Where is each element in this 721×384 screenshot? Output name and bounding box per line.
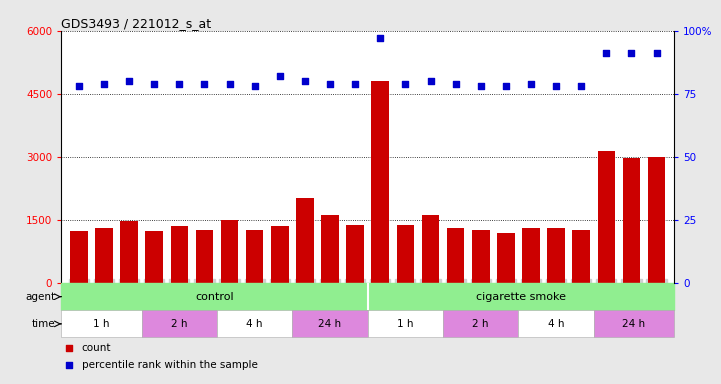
Point xyxy=(475,83,487,89)
Point xyxy=(550,83,562,89)
Bar xyxy=(598,151,615,283)
Text: 2 h: 2 h xyxy=(171,319,187,329)
Bar xyxy=(61,283,368,310)
Point xyxy=(174,81,185,87)
Text: agent: agent xyxy=(25,292,55,302)
Point xyxy=(73,83,84,89)
Point xyxy=(575,83,587,89)
Text: time: time xyxy=(32,319,55,329)
Bar xyxy=(322,215,339,283)
Bar xyxy=(346,225,364,283)
Bar xyxy=(171,226,188,283)
Text: 1 h: 1 h xyxy=(397,319,414,329)
Point xyxy=(399,81,411,87)
Text: 2 h: 2 h xyxy=(472,319,489,329)
Point xyxy=(224,81,235,87)
Bar xyxy=(572,230,590,283)
Bar xyxy=(296,198,314,283)
Bar xyxy=(292,310,368,338)
Point xyxy=(274,73,286,79)
Point xyxy=(434,255,446,261)
Bar xyxy=(61,310,141,338)
Text: count: count xyxy=(81,343,111,353)
Point xyxy=(199,81,211,87)
Text: 24 h: 24 h xyxy=(622,319,645,329)
Text: GDS3493 / 221012_s_at: GDS3493 / 221012_s_at xyxy=(61,17,211,30)
Bar xyxy=(594,310,674,338)
Text: 24 h: 24 h xyxy=(319,319,342,329)
Bar xyxy=(397,225,414,283)
Bar xyxy=(447,228,464,283)
Point xyxy=(626,50,637,56)
Bar xyxy=(195,230,213,283)
Point xyxy=(299,78,311,84)
Point xyxy=(149,81,160,87)
Point xyxy=(374,35,386,41)
Point xyxy=(450,81,461,87)
Text: percentile rank within the sample: percentile rank within the sample xyxy=(81,361,257,371)
Bar xyxy=(522,228,540,283)
Point xyxy=(324,81,336,87)
Bar xyxy=(221,220,239,283)
Point xyxy=(651,50,663,56)
Bar xyxy=(518,310,594,338)
Bar xyxy=(623,158,640,283)
Point xyxy=(434,100,446,106)
Bar xyxy=(368,310,443,338)
Point xyxy=(350,81,361,87)
Bar xyxy=(246,230,263,283)
Bar xyxy=(120,221,138,283)
Point xyxy=(249,83,260,89)
Point xyxy=(500,83,512,89)
Bar xyxy=(472,230,490,283)
Text: 1 h: 1 h xyxy=(93,319,110,329)
Point xyxy=(601,50,612,56)
Point xyxy=(123,78,135,84)
Bar xyxy=(443,310,518,338)
Text: control: control xyxy=(195,292,234,302)
Bar xyxy=(217,310,292,338)
Point xyxy=(98,81,110,87)
Bar xyxy=(547,228,565,283)
Bar xyxy=(497,233,515,283)
Text: 4 h: 4 h xyxy=(247,319,263,329)
Bar xyxy=(95,228,112,283)
Bar xyxy=(368,283,674,310)
Text: 4 h: 4 h xyxy=(548,319,565,329)
Point xyxy=(525,81,536,87)
Bar xyxy=(647,157,665,283)
Text: cigarette smoke: cigarette smoke xyxy=(476,292,566,302)
Bar xyxy=(371,81,389,283)
Bar xyxy=(141,310,217,338)
Bar xyxy=(271,226,288,283)
Bar xyxy=(70,230,88,283)
Bar xyxy=(422,215,439,283)
Point xyxy=(425,78,436,84)
Bar xyxy=(146,232,163,283)
